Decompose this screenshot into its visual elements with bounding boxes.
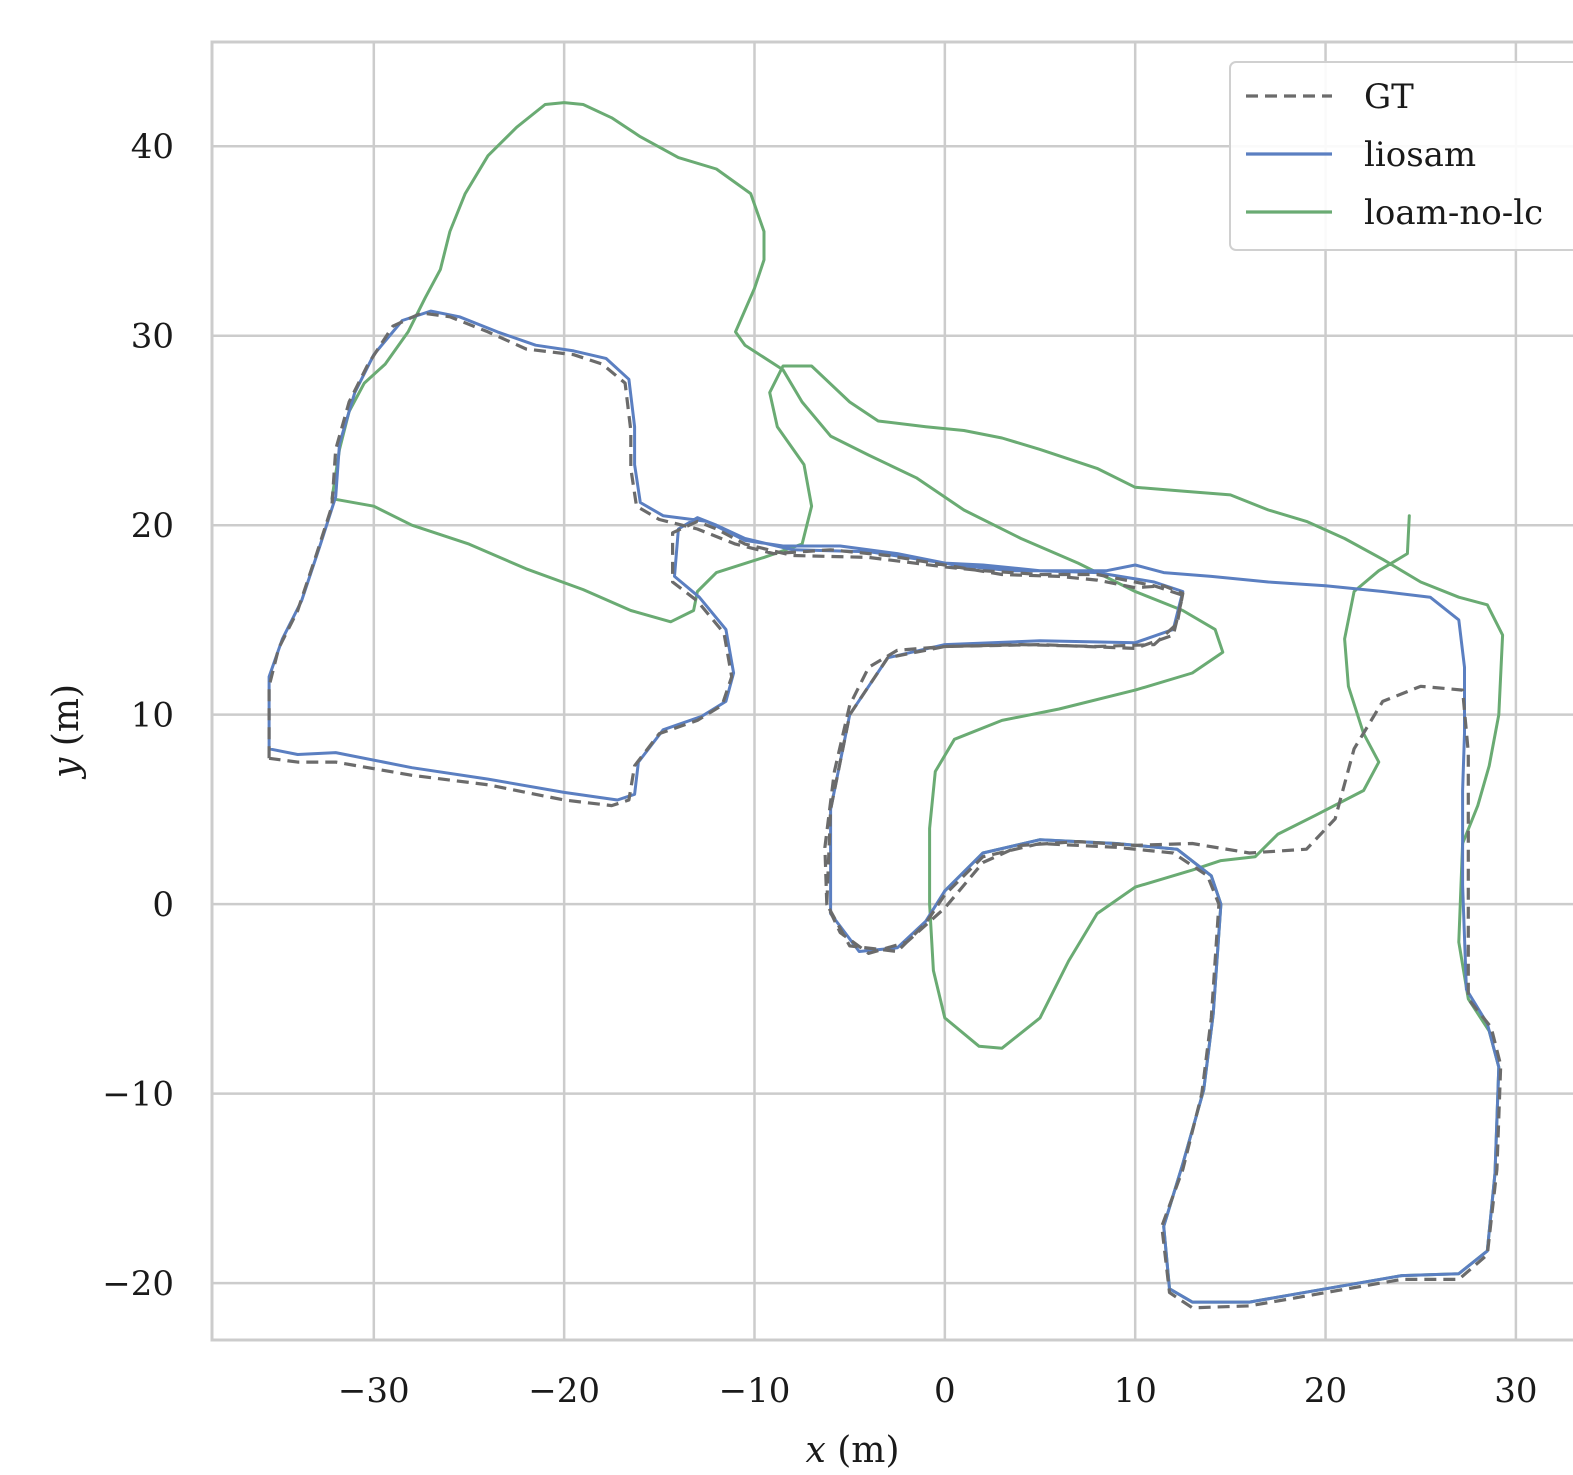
y-tick-label: 0 — [152, 885, 174, 925]
plot-frame — [210, 40, 1573, 1342]
x-tick-label: 0 — [934, 1371, 956, 1411]
y-tick-label: −20 — [102, 1264, 174, 1304]
legend-label: loam-no-lc — [1364, 193, 1543, 233]
y-axis-unit: (m) — [46, 684, 87, 758]
y-tick-label: −10 — [102, 1075, 174, 1115]
x-axis-symbol: x — [806, 1430, 826, 1471]
series-layer — [267, 101, 1505, 1310]
x-tick-label: 30 — [1494, 1371, 1537, 1411]
legend: GT liosam loam-no-lc — [1229, 61, 1573, 251]
plot-area — [212, 42, 1573, 1340]
x-tick-label: −30 — [338, 1371, 410, 1411]
x-tick-label: 20 — [1304, 1371, 1347, 1411]
y-tick-labels: −20 −10 0 10 20 30 40 — [102, 127, 174, 1304]
series-line-gt — [267, 311, 1503, 1310]
x-axis-unit: (m) — [826, 1430, 900, 1471]
y-tick-label: 30 — [131, 317, 174, 357]
y-tick-label: 10 — [131, 696, 174, 736]
y-axis-symbol: y — [46, 757, 87, 780]
y-tick-label: 20 — [131, 506, 174, 546]
legend-label: GT — [1364, 77, 1414, 117]
x-axis-label: x (m) — [806, 1430, 900, 1471]
x-tick-label: −10 — [719, 1371, 791, 1411]
y-axis-label: y (m) — [46, 684, 87, 780]
x-tick-label: 10 — [1114, 1371, 1157, 1411]
x-tick-label: −20 — [528, 1371, 600, 1411]
y-tick-label: 40 — [131, 127, 174, 167]
x-tick-labels: −30 −20 −10 0 10 20 30 — [338, 1371, 1538, 1411]
series-line-liosam — [267, 309, 1501, 1304]
legend-box — [1229, 61, 1573, 251]
legend-label: liosam — [1364, 135, 1476, 175]
